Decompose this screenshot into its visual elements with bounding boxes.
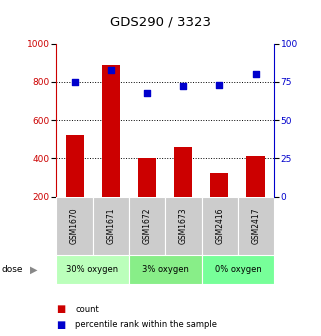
- Bar: [56, 197, 92, 255]
- Point: [145, 90, 150, 95]
- Text: 0% oxygen: 0% oxygen: [215, 265, 261, 274]
- Text: GSM1671: GSM1671: [106, 208, 115, 244]
- Point: [181, 84, 186, 89]
- Text: GSM1673: GSM1673: [179, 208, 188, 244]
- Bar: [129, 255, 202, 284]
- Text: GSM2416: GSM2416: [215, 208, 224, 244]
- Point: [73, 79, 78, 85]
- Text: GSM1670: GSM1670: [70, 208, 79, 244]
- Text: count: count: [75, 305, 99, 313]
- Bar: [56, 255, 129, 284]
- Point: [217, 82, 222, 88]
- Bar: [238, 197, 274, 255]
- Text: GSM2417: GSM2417: [252, 208, 261, 244]
- Bar: [92, 197, 129, 255]
- Point: [253, 72, 258, 77]
- Bar: [138, 158, 156, 197]
- Text: ▶: ▶: [30, 265, 38, 275]
- Bar: [66, 135, 84, 197]
- Bar: [174, 147, 192, 197]
- Bar: [210, 173, 229, 197]
- Bar: [129, 197, 165, 255]
- Bar: [202, 255, 274, 284]
- Text: ■: ■: [56, 320, 65, 330]
- Text: GSM1672: GSM1672: [143, 208, 152, 244]
- Point: [108, 67, 114, 72]
- Text: dose: dose: [2, 265, 23, 274]
- Bar: [102, 65, 120, 197]
- Text: percentile rank within the sample: percentile rank within the sample: [75, 321, 217, 329]
- Bar: [202, 197, 238, 255]
- Text: 3% oxygen: 3% oxygen: [142, 265, 189, 274]
- Text: 30% oxygen: 30% oxygen: [66, 265, 119, 274]
- Bar: [165, 197, 202, 255]
- Text: GDS290 / 3323: GDS290 / 3323: [110, 15, 211, 28]
- Text: ■: ■: [56, 304, 65, 314]
- Bar: [247, 157, 265, 197]
